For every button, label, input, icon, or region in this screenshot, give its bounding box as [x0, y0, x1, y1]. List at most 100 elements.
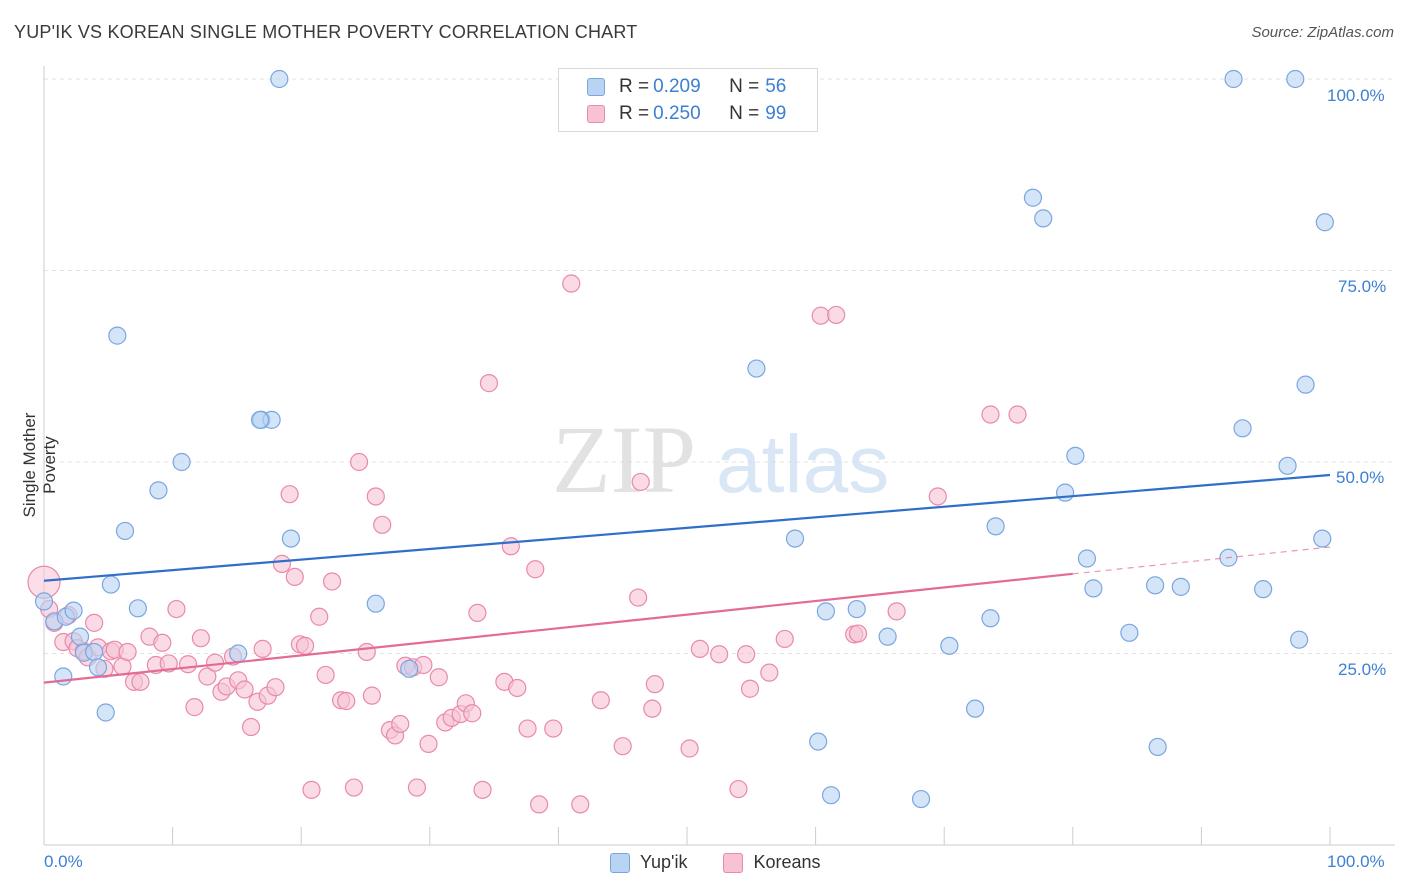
yupik-point [785, 529, 805, 548]
korean-point [613, 737, 632, 756]
y-tick-50: 50.0% [1336, 468, 1385, 487]
yupik-point [34, 592, 54, 611]
yupik-point [1290, 630, 1309, 649]
korean-point [373, 515, 392, 534]
korean-point [407, 778, 427, 797]
legend-label-yupik: Yup'ik [640, 852, 688, 872]
yupik-point [911, 789, 931, 809]
korean-point [366, 487, 385, 506]
chart-title: YUP'IK VS KOREAN SINGLE MOTHER POVERTY C… [14, 22, 638, 42]
korean-point [344, 778, 364, 797]
korean-point [159, 654, 178, 673]
legend-row-yupik: R = 0.209 N = 56 [587, 75, 786, 99]
korean-point [167, 599, 186, 619]
yupik-point [1084, 579, 1103, 598]
korean-point [280, 485, 299, 504]
koreans-legend-swatch [723, 852, 744, 873]
y-tick-25: 25.0% [1338, 660, 1387, 679]
yupik-point [816, 602, 835, 621]
korean-point [591, 691, 610, 710]
korean-point [643, 699, 662, 718]
korean-point [463, 704, 482, 723]
korean-point [645, 675, 664, 694]
legend-item-koreans[interactable]: Koreans [723, 852, 821, 873]
series-legend: Yup'ik Koreans [610, 852, 857, 873]
korean-point [198, 667, 217, 686]
y-tick-100: 100.0% [1327, 86, 1385, 105]
yupik-point [64, 601, 83, 620]
korean-point [153, 633, 172, 652]
yupik-point [986, 517, 1005, 536]
grid-lines [44, 78, 1395, 654]
korean-point [322, 572, 342, 591]
korean-point [848, 624, 868, 643]
yupik-point [847, 599, 866, 619]
yupik-point [1315, 213, 1334, 232]
korean-point [631, 472, 650, 492]
yupik-point [128, 599, 147, 618]
yupik-point [1233, 419, 1252, 438]
legend-label-koreans: Koreans [753, 852, 821, 872]
r-label: R = [619, 103, 650, 124]
korean-point [680, 739, 699, 758]
korean-point [185, 698, 204, 717]
korean-point [131, 672, 150, 691]
korean-point [235, 680, 254, 699]
korean-point [737, 645, 756, 664]
yupik-point [1023, 188, 1043, 207]
korean-point [775, 629, 794, 649]
korean-point [729, 779, 748, 799]
yupik-point [1254, 580, 1273, 599]
yupik-point [821, 786, 841, 805]
y-tick-75: 75.0% [1338, 277, 1387, 296]
yupik-point [1278, 456, 1297, 475]
yupik-point [809, 732, 828, 751]
n-label: N = [729, 76, 760, 97]
korean-point [285, 567, 304, 587]
korean-point [391, 714, 410, 734]
yupik-point [1148, 737, 1167, 757]
yupik-point [70, 627, 90, 646]
legend-row-koreans: R = 0.250 N = 99 [587, 102, 786, 126]
koreans-swatch [587, 105, 605, 123]
yupik-point [1146, 576, 1165, 595]
korean-point [178, 655, 198, 674]
korean-point [544, 719, 563, 738]
yupik-point [1055, 483, 1075, 502]
korean-point [811, 306, 830, 325]
yupik-point [108, 326, 127, 345]
yupik-point [965, 699, 985, 718]
legend-item-yupik[interactable]: Yup'ik [610, 852, 687, 873]
yupik-point [88, 658, 108, 677]
yupik-point [1224, 69, 1243, 89]
yupik-trend-line [43, 473, 1331, 582]
yupik-point [149, 481, 168, 500]
n-value: 99 [765, 103, 787, 124]
yupik-point [1313, 529, 1332, 548]
korean-point [479, 374, 499, 393]
korean-point [310, 607, 329, 626]
korean-point [981, 405, 1000, 424]
x-tick-max: 100.0% [1327, 852, 1385, 871]
yupik-point [96, 703, 115, 722]
korean-point [191, 629, 210, 648]
yupik-point [1171, 577, 1190, 596]
yupik-point [1066, 446, 1085, 465]
korean-point [419, 734, 438, 753]
korean-point [928, 487, 947, 506]
trend-lines [43, 473, 1331, 684]
korean-point [295, 636, 315, 655]
korean-point [302, 780, 321, 799]
korean-point [571, 795, 590, 814]
korean-point [827, 305, 846, 325]
yupik-point [270, 69, 289, 89]
korean-point [337, 691, 356, 711]
watermark-atlas: atlas [716, 419, 889, 510]
korean-point [253, 639, 272, 659]
korean-point [272, 554, 292, 573]
koreans-trend-extension [1072, 546, 1331, 575]
yupik-point [281, 529, 301, 548]
x-tick-min: 0.0% [44, 852, 83, 871]
yupik-point [878, 627, 897, 646]
